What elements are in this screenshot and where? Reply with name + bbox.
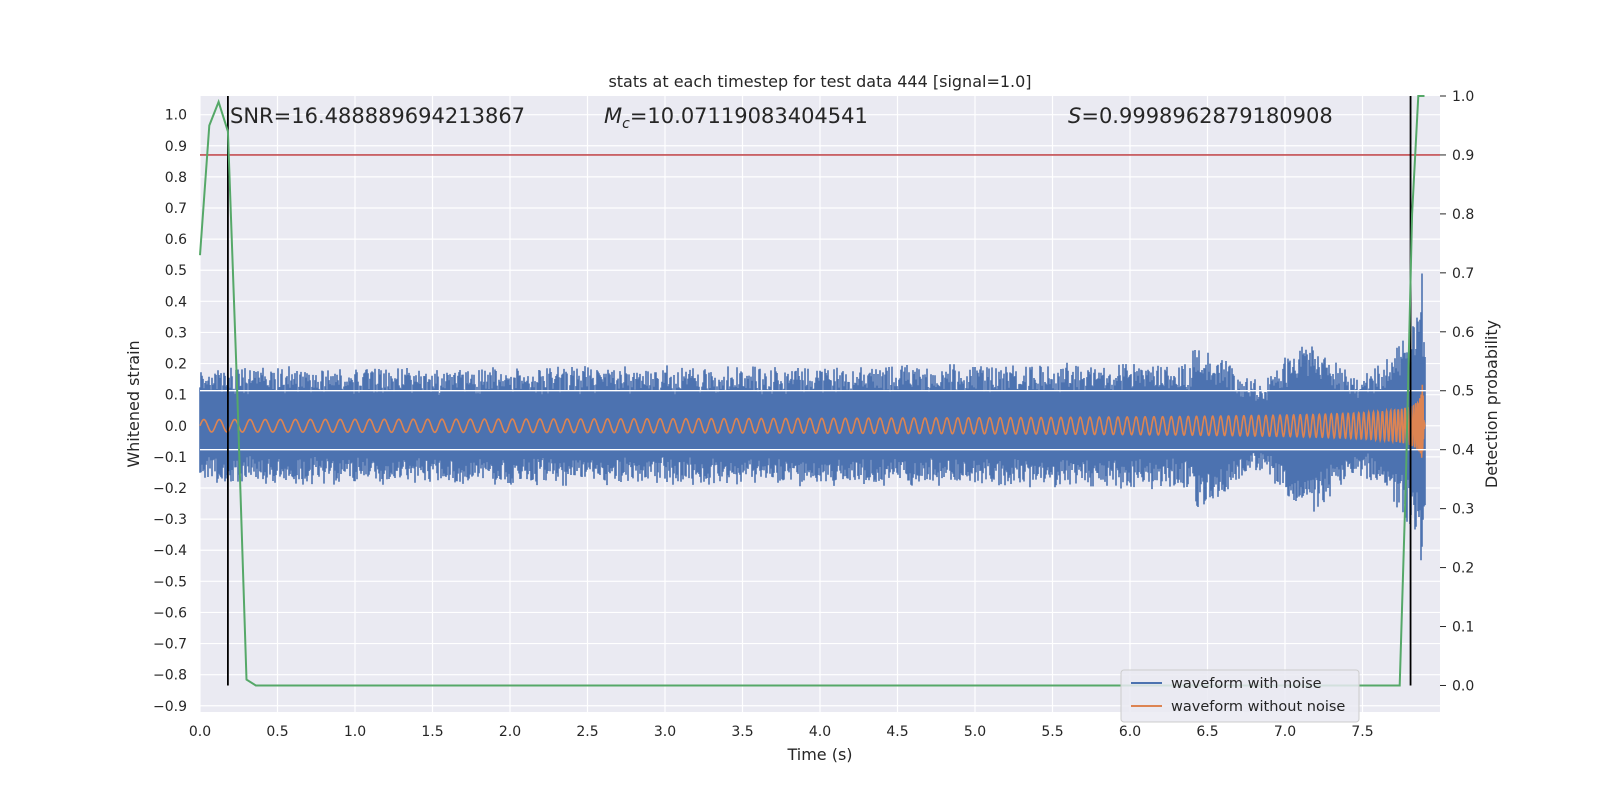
x-tick-label: 0.0 [189, 724, 211, 740]
y-right-tick-label: 0.5 [1452, 384, 1474, 400]
x-tick-label: 2.5 [576, 724, 598, 740]
x-tick-label: 4.5 [886, 724, 908, 740]
x-tick-label: 2.0 [499, 724, 521, 740]
clean-waveform-series [199, 384, 1426, 458]
y-tick-label: −0.4 [153, 543, 187, 559]
legend: waveform with noise waveform without noi… [1120, 669, 1360, 723]
x-tick-label: 6.0 [1119, 724, 1141, 740]
y-tick-label: −0.1 [153, 450, 187, 466]
probability-layer [199, 95, 1425, 687]
y-tick-label: 0.1 [165, 388, 187, 404]
x-axis-label: Time (s) [786, 745, 852, 764]
x-tick-label: 0.5 [266, 724, 288, 740]
y-axis-label: Whitened strain [124, 340, 143, 467]
y-right-tick-label: 0.1 [1452, 620, 1474, 636]
y-right-tick-label: 0.6 [1452, 325, 1474, 341]
x-tick-label: 4.0 [809, 724, 831, 740]
y-right-tick-label: 0.0 [1452, 678, 1474, 694]
x-tick-label: 7.5 [1351, 724, 1373, 740]
x-tick-label: 6.5 [1196, 724, 1218, 740]
y-tick-label: 0.5 [165, 263, 187, 279]
y-tick-label: −0.6 [153, 605, 187, 621]
legend-label-clean: waveform without noise [1171, 699, 1345, 715]
y-right-tick-label: 0.9 [1452, 148, 1474, 164]
x-tick-label: 7.0 [1274, 724, 1296, 740]
detection-probability-series [199, 95, 1425, 687]
y-tick-label: −0.8 [153, 668, 187, 684]
y-tick-label: −0.3 [153, 512, 187, 528]
y-tick-label: 0.3 [165, 325, 187, 341]
y-tick-label: 1.0 [165, 108, 187, 124]
y-right-tick-label: 0.3 [1452, 502, 1474, 518]
x-tick-label: 1.5 [421, 724, 443, 740]
legend-box [1120, 669, 1360, 723]
y-right-tick-label: 0.4 [1452, 443, 1474, 459]
y-tick-label: 0.4 [165, 294, 187, 310]
snr-annotation: SNR=16.488889694213867 [230, 104, 525, 128]
y-right-tick-label: 0.7 [1452, 266, 1474, 282]
chirp-mass-annotation: Mc=10.07119083404541 [604, 104, 868, 132]
chart-title: stats at each timestep for test data 444… [608, 72, 1031, 91]
y-tick-label: 0.9 [165, 139, 187, 155]
y-tick-label: 0.7 [165, 201, 187, 217]
y-right-tick-label: 1.0 [1452, 89, 1474, 105]
y-tick-label: −0.2 [153, 481, 187, 497]
legend-label-noise: waveform with noise [1171, 676, 1322, 692]
chirp-waveform-layer [199, 384, 1426, 458]
x-tick-label: 5.5 [1041, 724, 1063, 740]
x-tick-label: 5.0 [964, 724, 986, 740]
y-right-tick-label: 0.8 [1452, 207, 1474, 223]
x-tick-label: 1.0 [344, 724, 366, 740]
x-tick-label: 3.5 [731, 724, 753, 740]
reference-lines-layer [200, 96, 1440, 686]
score-annotation: S=0.9998962879180908 [1068, 104, 1333, 128]
y-tick-label: −0.7 [153, 637, 187, 653]
x-tick-label: 3.0 [654, 724, 676, 740]
y-tick-label: −0.5 [153, 574, 187, 590]
y-right-tick-label: 0.2 [1452, 561, 1474, 577]
y-right-axis-label: Detection probability [1482, 320, 1501, 488]
y-right-tick-labels: 1.0 0.9 0.8 0.7 0.6 0.5 0.4 0.3 0.2 0.1 0.0 [1440, 89, 1474, 694]
x-tick-labels: 0.0 0.5 1.0 1.5 2.0 2.5 3.0 3.5 4.0 4.5 5.0 5.5 6.0 6… [189, 724, 1374, 740]
y-tick-label: 0.2 [165, 357, 187, 373]
y-tick-label: 0.8 [165, 170, 187, 186]
y-tick-label: −0.9 [153, 699, 187, 715]
y-tick-label: 0.0 [165, 419, 187, 435]
y-tick-labels: 1.0 0.9 0.8 0.7 0.6 0.5 0.4 0.3 0.2 0.1 0.0 −0.1 −0.… [153, 108, 187, 715]
y-tick-label: 0.6 [165, 232, 187, 248]
